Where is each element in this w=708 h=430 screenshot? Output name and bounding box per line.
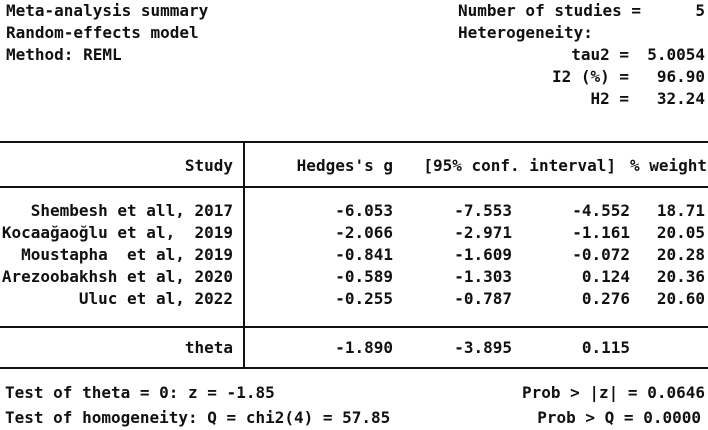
h2-value: 32.24: [656, 89, 705, 108]
number-of-studies-value: 5: [695, 1, 705, 20]
i2-value: 96.90: [656, 67, 705, 86]
ci-low-cell: -1.303: [454, 267, 512, 286]
effect-cell: -2.066: [335, 223, 393, 242]
table-row: Moustapha et al, 2019 -0.841 -1.609 -0.0…: [0, 244, 708, 266]
effect-cell: -0.589: [335, 267, 393, 286]
theta-ci-high-cell: 0.115: [581, 338, 630, 357]
table-rule-top: [0, 141, 708, 143]
table-column-divider: [243, 141, 245, 369]
ci-high-cell: -4.552: [572, 201, 630, 220]
study-cell: Moustapha et al, 2019: [21, 245, 233, 264]
homogeneity-test-row: Test of homogeneity: Q = chi2(4) = 57.85…: [5, 407, 701, 429]
tau2-row: tau2 = 5.0054: [430, 44, 705, 66]
effect-cell: -0.255: [335, 289, 393, 308]
effect-cell: -0.841: [335, 245, 393, 264]
theta-label: theta: [184, 338, 233, 357]
ci-high-cell: -0.072: [572, 245, 630, 264]
column-header-study: Study: [184, 156, 233, 175]
weight-cell: 20.05: [656, 223, 705, 242]
table-rule-below-header: [0, 186, 708, 188]
weight-cell: 20.60: [656, 289, 705, 308]
column-header-weight: % weight: [630, 156, 708, 175]
study-cell: Kocaağaoğlu et al, 2019: [1, 223, 233, 242]
study-cell: Arezoobakhsh et al, 2020: [1, 267, 233, 286]
table-row: Shembesh et all, 2017 -6.053 -7.553 -4.5…: [0, 200, 708, 222]
summary-block: Meta-analysis summary Random-effects mod…: [6, 0, 208, 66]
weight-cell: 18.71: [656, 201, 705, 220]
ci-low-cell: -1.609: [454, 245, 512, 264]
h2-label: H2 =: [590, 89, 629, 108]
ci-low-cell: -2.971: [454, 223, 512, 242]
theta-test-row: Test of theta = 0: z = -1.85 Prob > |z| …: [5, 382, 705, 404]
tau2-label: tau2 =: [571, 45, 629, 64]
summary-title: Meta-analysis summary: [6, 1, 209, 20]
table-rule-bottom: [0, 367, 708, 369]
number-of-studies-label: Number of studies =: [458, 1, 642, 20]
column-header-effect: Hedges's g: [296, 156, 393, 175]
ci-low-cell: -7.553: [454, 201, 512, 220]
ci-high-cell: 0.276: [581, 289, 630, 308]
method-line: Method: REML: [6, 45, 122, 64]
table-rule-below-body: [0, 326, 708, 328]
weight-cell: 20.36: [656, 267, 705, 286]
table-row: Arezoobakhsh et al, 2020 -0.589 -1.303 0…: [0, 266, 708, 288]
theta-prob-text: Prob > |z| = 0.0646: [521, 383, 705, 402]
i2-label: I2 (%) =: [551, 67, 629, 86]
homogeneity-test-text: Test of homogeneity: Q = chi2(4) = 57.85: [5, 408, 391, 427]
tau2-value: 5.0054: [647, 45, 705, 64]
table-row: Kocaağaoğlu et al, 2019 -2.066 -2.971 -1…: [0, 222, 708, 244]
column-header-ci: [95% conf. interval]: [423, 156, 616, 175]
weight-cell: 20.28: [656, 245, 705, 264]
ci-low-cell: -0.787: [454, 289, 512, 308]
ci-high-cell: -1.161: [572, 223, 630, 242]
table-row: Uluc et al, 2022 -0.255 -0.787 0.276 20.…: [0, 288, 708, 310]
homogeneity-prob-text: Prob > Q = 0.0000: [537, 408, 701, 427]
table-header-row: Study Hedges's g [95% conf. interval] % …: [0, 155, 708, 177]
h2-row: H2 = 32.24: [430, 88, 705, 110]
i2-row: I2 (%) = 96.90: [430, 66, 705, 88]
theta-ci-low-cell: -3.895: [454, 338, 512, 357]
overall-theta-row: theta -1.890 -3.895 0.115: [0, 337, 708, 359]
effect-cell: -6.053: [335, 201, 393, 220]
study-cell: Uluc et al, 2022: [78, 289, 233, 308]
theta-effect-cell: -1.890: [335, 338, 393, 357]
theta-weight-cell: [630, 337, 708, 359]
theta-test-text: Test of theta = 0: z = -1.85: [5, 383, 275, 402]
heterogeneity-label: Heterogeneity:: [458, 23, 593, 42]
study-cell: Shembesh et all, 2017: [30, 201, 233, 220]
model-line: Random-effects model: [6, 23, 199, 42]
ci-high-cell: 0.124: [581, 267, 630, 286]
number-of-studies-row: Number of studies = 5: [458, 0, 705, 22]
